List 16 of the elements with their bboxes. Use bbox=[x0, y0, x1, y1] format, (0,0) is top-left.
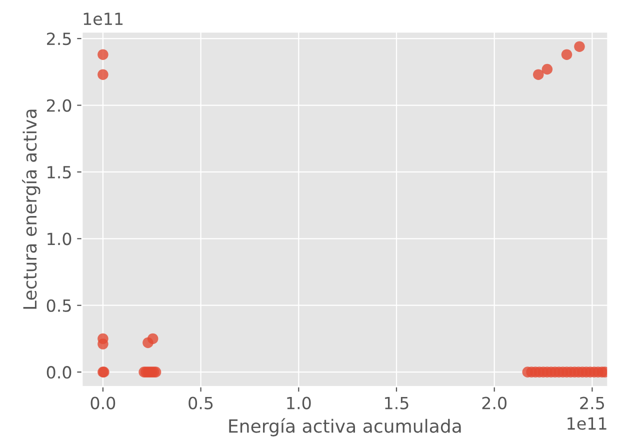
y-tick-label: 1.0 bbox=[48, 232, 72, 246]
y-tick-label: 2.5 bbox=[47, 32, 71, 46]
x-tick-label: 1.5 bbox=[385, 396, 408, 410]
x-tick-label: 0.5 bbox=[188, 396, 213, 410]
x-tick-label: 1.0 bbox=[287, 396, 311, 410]
x-tick-label: 2.5 bbox=[580, 396, 604, 410]
y-tick-label: 0.5 bbox=[46, 299, 71, 312]
y-tick-label: 0.0 bbox=[46, 366, 72, 379]
x-tick-label: 0.0 bbox=[90, 396, 116, 410]
y-tick-label: 1.5 bbox=[48, 166, 71, 179]
text: 1e11 bbox=[84, 12, 123, 26]
y-axis-title: Lectura energía activa bbox=[22, 110, 40, 309]
x-tick-label: 2.0 bbox=[482, 396, 506, 410]
x-axis-title: Energía activa acumulada bbox=[229, 418, 461, 436]
text: 1e11 bbox=[568, 417, 606, 430]
y-tick-label: 2.0 bbox=[47, 99, 72, 112]
